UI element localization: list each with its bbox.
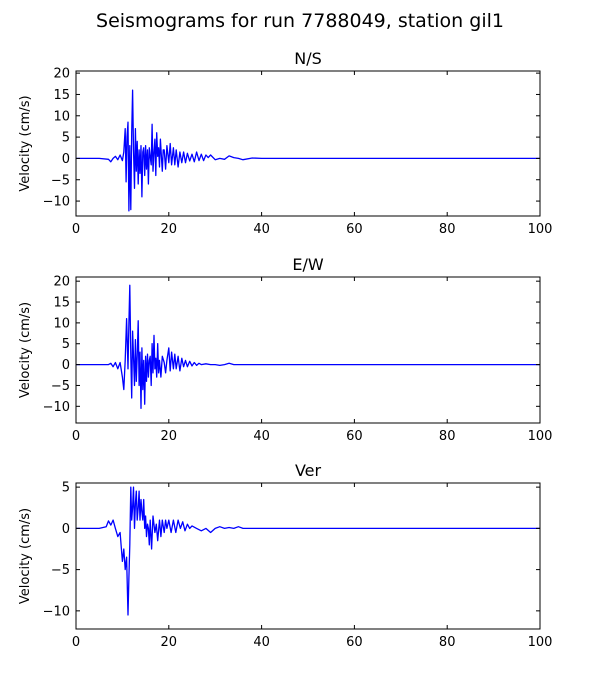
y-tick-label: 15 <box>53 88 70 103</box>
series-line-2-0 <box>76 486 540 616</box>
x-tick-label: 40 <box>253 635 270 650</box>
x-tick-label: 20 <box>161 222 178 237</box>
y-axis-label: Velocity (cm/s) <box>18 302 33 398</box>
y-tick-label: 0 <box>62 522 70 537</box>
x-tick-label: 80 <box>439 222 456 237</box>
y-tick-label: 5 <box>62 481 70 496</box>
plot-frame-0 <box>75 70 541 217</box>
y-tick-label: −10 <box>43 604 70 619</box>
x-tick-label: 0 <box>72 429 80 444</box>
x-tick-label: 80 <box>439 429 456 444</box>
y-tick-label: −5 <box>51 173 70 188</box>
x-tick-label: 40 <box>253 429 270 444</box>
y-axis-label: Velocity (cm/s) <box>18 95 33 191</box>
x-tick-label: 100 <box>528 429 553 444</box>
series-line-0-0 <box>76 89 540 212</box>
x-tick-label: 60 <box>346 222 363 237</box>
y-tick-label: 20 <box>53 275 70 290</box>
panel-title: N/S <box>294 49 322 68</box>
panel-title: Ver <box>295 461 322 480</box>
figure-title: Seismograms for run 7788049, station gil… <box>96 10 504 32</box>
series-line-1-0 <box>76 284 540 410</box>
y-tick-label: −5 <box>51 563 70 578</box>
x-tick-label: 0 <box>72 222 80 237</box>
y-tick-label: 5 <box>62 131 70 146</box>
x-tick-label: 60 <box>346 635 363 650</box>
panel-title: E/W <box>292 255 324 274</box>
y-tick-label: 5 <box>62 337 70 352</box>
y-tick-label: 15 <box>53 296 70 311</box>
plot-frame-2 <box>75 482 541 630</box>
y-tick-label: −5 <box>51 379 70 394</box>
y-tick-label: 0 <box>62 152 70 167</box>
x-tick-label: 60 <box>346 429 363 444</box>
x-tick-label: 40 <box>253 222 270 237</box>
x-tick-label: 0 <box>72 635 80 650</box>
y-tick-label: −10 <box>43 195 70 210</box>
y-tick-label: −10 <box>43 400 70 415</box>
x-tick-label: 100 <box>528 635 553 650</box>
y-tick-label: 20 <box>53 67 70 82</box>
y-axis-label: Velocity (cm/s) <box>18 508 33 604</box>
plot-frame-1 <box>75 276 541 424</box>
y-tick-label: 10 <box>53 316 70 331</box>
y-tick-label: 10 <box>53 109 70 124</box>
x-tick-label: 20 <box>161 429 178 444</box>
x-tick-label: 20 <box>161 635 178 650</box>
x-tick-label: 100 <box>528 222 553 237</box>
x-tick-label: 80 <box>439 635 456 650</box>
y-tick-label: 0 <box>62 358 70 373</box>
